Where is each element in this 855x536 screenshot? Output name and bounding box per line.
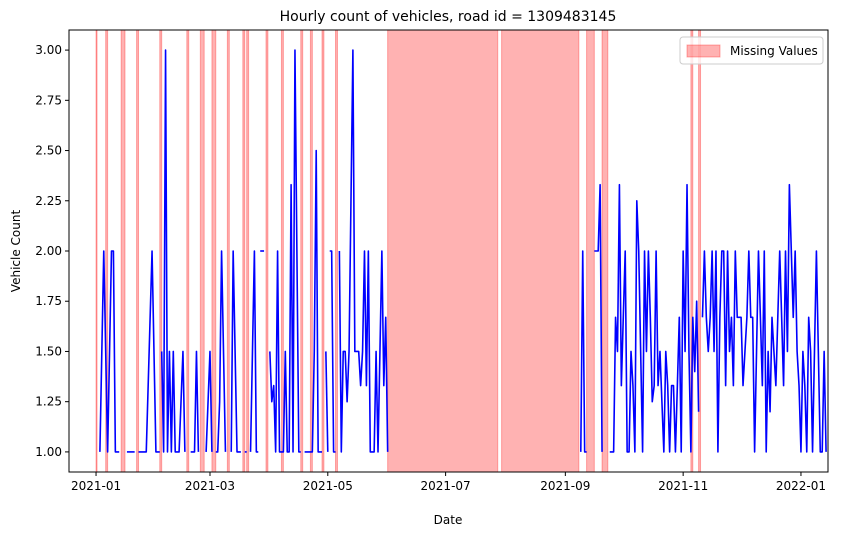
series-segment-15	[329, 250, 336, 453]
y-tick-label: 1.50	[35, 344, 62, 358]
missing-span-21	[601, 29, 609, 473]
missing-span-16	[321, 29, 325, 473]
series-segment-5	[190, 350, 200, 453]
series-segment-20	[701, 183, 827, 453]
y-tick-label: 3.00	[35, 43, 62, 57]
missing-span-1	[95, 29, 98, 473]
series-segment-4	[160, 49, 186, 453]
missing-span-14	[300, 29, 304, 473]
missing-span-10	[242, 29, 246, 473]
x-tick-label: 2021-07	[421, 479, 471, 493]
series-layer	[99, 49, 827, 453]
missing-span-3	[120, 29, 126, 473]
legend-box	[679, 36, 824, 65]
x-tick-label: 2021-11	[658, 479, 708, 493]
series-segment-12	[269, 49, 301, 453]
series-segment-17	[579, 250, 587, 453]
y-tick-label: 2.75	[35, 93, 62, 107]
x-tick-label: 2022-01	[776, 479, 826, 493]
y-tick-label: 2.50	[35, 144, 62, 158]
series-segment-10	[249, 250, 259, 453]
series-segment-7	[215, 250, 227, 453]
plot-frame	[68, 29, 829, 473]
series-segment-13	[304, 149, 322, 453]
missing-span-7	[199, 29, 205, 473]
y-tick-label: 1.25	[35, 395, 62, 409]
x-tick-label: 2021-09	[540, 479, 590, 493]
missing-span-18	[387, 29, 499, 473]
series-segment-8	[230, 250, 241, 453]
x-tick-label: 2021-03	[185, 479, 235, 493]
missing-span-15	[309, 29, 313, 473]
y-tick-label: 1.75	[35, 294, 62, 308]
x-tick-label: 2021-05	[303, 479, 353, 493]
chart-title: Hourly count of vehicles, road id = 1309…	[280, 9, 617, 25]
legend-swatch-missing-values	[686, 44, 721, 58]
series-segment-16	[338, 49, 389, 453]
missing-span-20	[586, 29, 595, 473]
missing-span-19	[501, 29, 580, 473]
y-tick-label: 2.25	[35, 194, 62, 208]
missing-span-13	[280, 29, 284, 473]
series-segment-14	[325, 351, 329, 452]
x-tick-label: 2021-01	[71, 479, 121, 493]
y-axis: 1.00 1.25 1.50 1.75 2.00 2.25 2.50 2.75 3.00	[35, 43, 69, 459]
legend: Missing Values	[679, 36, 824, 65]
missing-span-8	[211, 29, 217, 473]
missing-span-9	[226, 29, 230, 473]
missing-span-4	[136, 29, 140, 473]
x-axis: 2021-01 2021-03 2021-05 2021-07 2021-09 2021-…	[71, 472, 826, 493]
legend-label-missing-values: Missing Values	[730, 44, 818, 58]
series-segment-3	[138, 250, 160, 453]
series-segment-1	[99, 250, 120, 453]
missing-span-12	[265, 29, 269, 473]
missing-span-6	[186, 29, 190, 473]
y-tick-label: 1.00	[35, 445, 62, 459]
x-axis-label: Date	[434, 513, 463, 527]
series-segment-18	[594, 183, 603, 452]
missing-span-17	[335, 29, 338, 473]
missing-span-5	[159, 29, 163, 473]
missing-span-11	[246, 29, 250, 473]
y-tick-label: 2.00	[35, 244, 62, 258]
series-segment-6	[205, 350, 213, 452]
series-segment-19	[609, 183, 700, 453]
y-axis-label: Vehicle Count	[9, 210, 23, 293]
